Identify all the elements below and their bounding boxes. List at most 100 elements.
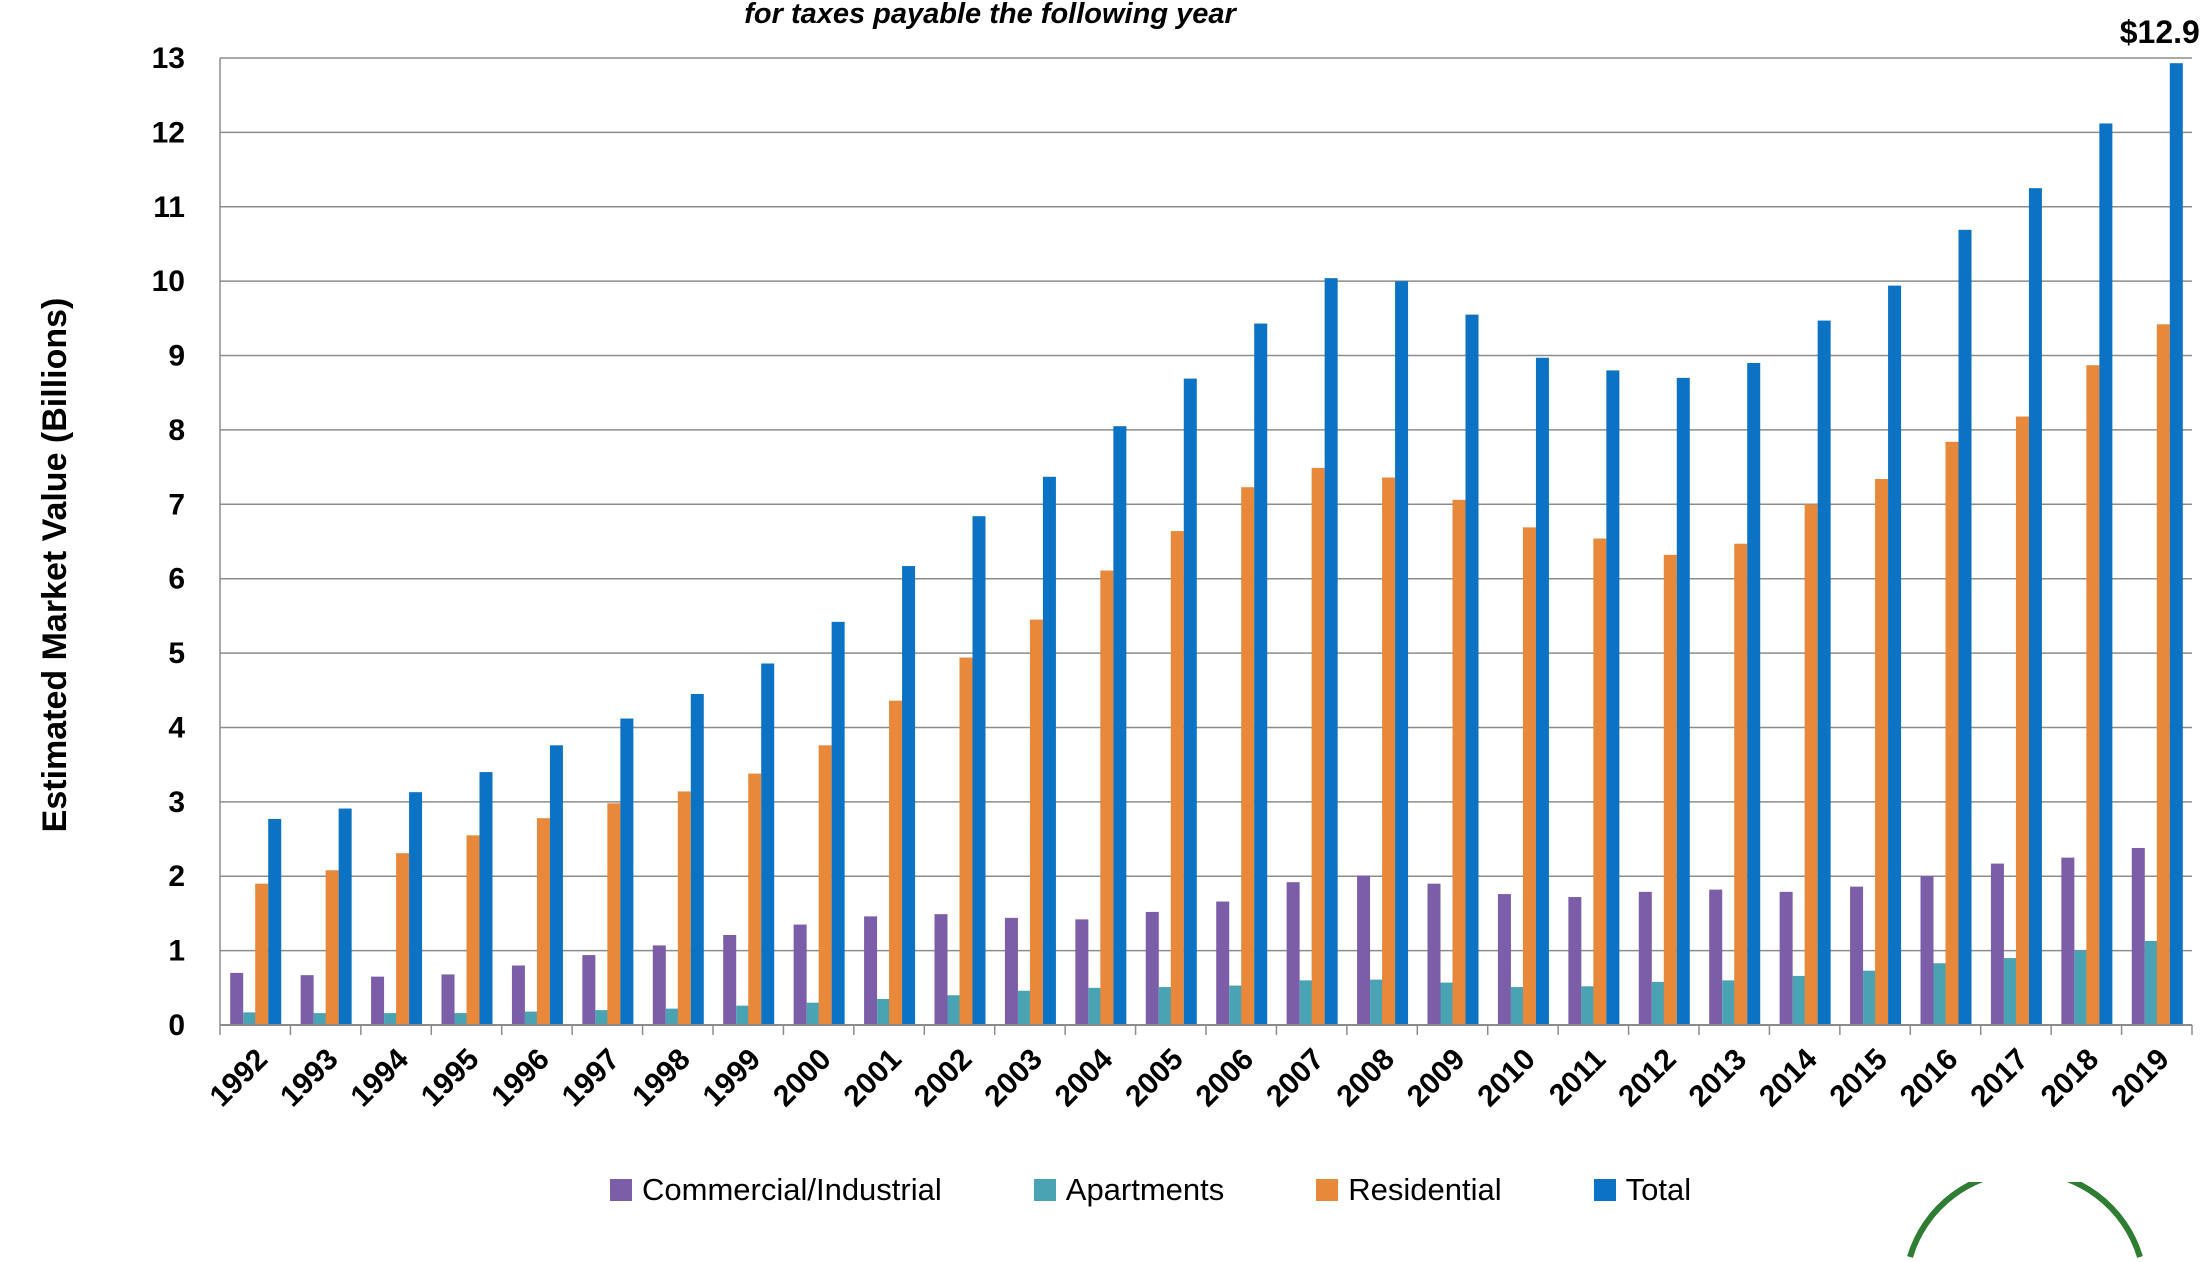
bar-apartments-2003: [1017, 990, 1031, 1025]
legend-item: Total: [1593, 1172, 1692, 1208]
bar-total-1996: [549, 745, 563, 1025]
bar-commercial-industrial-1994: [371, 976, 385, 1025]
bar-total-2010: [1535, 357, 1549, 1025]
x-tick-label: 2018: [2035, 1043, 2106, 1114]
bar-residential-2002: [959, 657, 973, 1025]
legend-item: Commercial/Industrial: [610, 1172, 942, 1208]
bar-total-2016: [1958, 229, 1972, 1025]
bar-residential-2011: [1593, 538, 1607, 1025]
bar-total-2009: [1465, 314, 1479, 1025]
bar-total-1998: [690, 693, 704, 1025]
bar-total-2012: [1676, 377, 1690, 1025]
x-tick-label: 2012: [1612, 1043, 1683, 1114]
bar-apartments-2017: [2003, 958, 2017, 1025]
x-tick-label: 2005: [1119, 1043, 1190, 1114]
bar-commercial-industrial-2001: [864, 916, 878, 1025]
bar-commercial-industrial-1999: [723, 934, 737, 1025]
bar-total-1992: [268, 818, 282, 1025]
bar-residential-2006: [1241, 487, 1255, 1025]
bar-commercial-industrial-2007: [1286, 882, 1300, 1025]
bar-apartments-2009: [1440, 982, 1454, 1025]
x-tick-label: 2001: [837, 1043, 908, 1114]
x-tick-label: 2006: [1190, 1043, 1261, 1114]
x-tick-label: 2003: [978, 1043, 1049, 1114]
bar-apartments-2008: [1370, 979, 1384, 1025]
x-tick-label: 2004: [1049, 1042, 1120, 1113]
bar-total-2001: [902, 566, 916, 1025]
bar-commercial-industrial-2005: [1145, 911, 1159, 1025]
bar-apartments-2007: [1299, 980, 1313, 1025]
bar-commercial-industrial-2008: [1357, 875, 1371, 1025]
total-2019-annotation: $12.9: [2120, 14, 2200, 50]
bar-apartments-2004: [1088, 987, 1102, 1025]
bar-residential-1993: [325, 870, 339, 1025]
bar-apartments-2001: [877, 998, 891, 1025]
x-tick-label: 1993: [274, 1043, 345, 1114]
bar-commercial-industrial-2016: [1920, 876, 1934, 1025]
bar-residential-2019: [2156, 324, 2170, 1025]
bar-apartments-1995: [454, 1013, 468, 1025]
bar-apartments-1997: [595, 1010, 609, 1025]
bar-total-2019: [2169, 63, 2183, 1026]
bar-commercial-industrial-2014: [1779, 891, 1793, 1025]
y-tick-label: 0: [168, 1009, 185, 1042]
bar-residential-1998: [677, 791, 691, 1025]
y-axis-label: Estimated Market Value (Billions): [36, 298, 74, 833]
x-tick-label: 2002: [908, 1043, 979, 1114]
bar-total-2014: [1817, 320, 1831, 1025]
bar-residential-1994: [396, 853, 410, 1025]
bar-residential-2007: [1311, 467, 1325, 1025]
legend-label: Apartments: [1065, 1172, 1225, 1207]
bar-apartments-2002: [947, 995, 961, 1025]
bar-commercial-industrial-2018: [2061, 857, 2075, 1025]
bar-residential-1992: [255, 883, 269, 1025]
legend-item: Residential: [1316, 1172, 1502, 1208]
bar-apartments-1996: [524, 1011, 538, 1025]
bar-apartments-1993: [313, 1013, 327, 1025]
x-tick-label: 2016: [1894, 1043, 1965, 1114]
bar-commercial-industrial-2013: [1709, 889, 1723, 1025]
bar-residential-2008: [1382, 477, 1396, 1025]
bar-apartments-2013: [1722, 980, 1736, 1025]
x-tick-label: 2015: [1823, 1043, 1894, 1114]
bar-total-2003: [1042, 476, 1056, 1025]
y-tick-label: 8: [168, 414, 185, 447]
x-tick-label: 1992: [204, 1043, 275, 1114]
bar-total-2017: [2028, 188, 2042, 1025]
bar-residential-2016: [1945, 441, 1959, 1026]
bar-apartments-2011: [1581, 986, 1595, 1025]
bar-apartments-2015: [1863, 970, 1877, 1025]
bar-residential-1996: [536, 818, 550, 1025]
y-tick-label: 13: [152, 42, 185, 75]
bar-residential-2010: [1522, 527, 1536, 1025]
bar-commercial-industrial-2010: [1497, 894, 1511, 1025]
bar-commercial-industrial-1998: [652, 945, 666, 1025]
x-tick-label: 2008: [1330, 1043, 1401, 1114]
bar-residential-2003: [1029, 619, 1043, 1025]
bar-residential-2013: [1734, 543, 1748, 1025]
legend-label: Residential: [1348, 1172, 1502, 1207]
bar-commercial-industrial-1996: [511, 965, 525, 1025]
bar-commercial-industrial-2003: [1004, 917, 1018, 1025]
bar-commercial-industrial-2000: [793, 924, 807, 1025]
legend-item: Apartments: [1033, 1172, 1225, 1208]
bar-residential-2017: [2015, 416, 2029, 1026]
bar-apartments-2006: [1229, 985, 1243, 1025]
bars: [230, 63, 2183, 1026]
bar-residential-2000: [818, 745, 832, 1025]
bar-total-2011: [1606, 370, 1620, 1025]
y-tick-label: 10: [152, 265, 185, 298]
legend-swatch: [1593, 1179, 1616, 1201]
x-tick-label: 1997: [556, 1043, 627, 1114]
legend-label: Total: [1625, 1172, 1692, 1207]
bar-total-2004: [1113, 426, 1127, 1025]
bar-commercial-industrial-1993: [300, 975, 314, 1025]
legend-swatch: [1316, 1179, 1339, 1201]
y-tick-label: 5: [168, 637, 185, 670]
x-tick-label: 1996: [485, 1043, 556, 1114]
y-tick-label: 7: [168, 488, 185, 521]
bar-apartments-2014: [1792, 975, 1806, 1025]
axes: [219, 58, 2193, 1035]
